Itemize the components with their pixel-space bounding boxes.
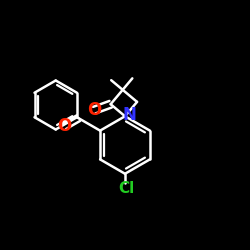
Text: O: O <box>87 101 101 119</box>
Text: Cl: Cl <box>118 181 134 196</box>
Text: N: N <box>122 106 136 124</box>
Text: O: O <box>57 117 71 135</box>
